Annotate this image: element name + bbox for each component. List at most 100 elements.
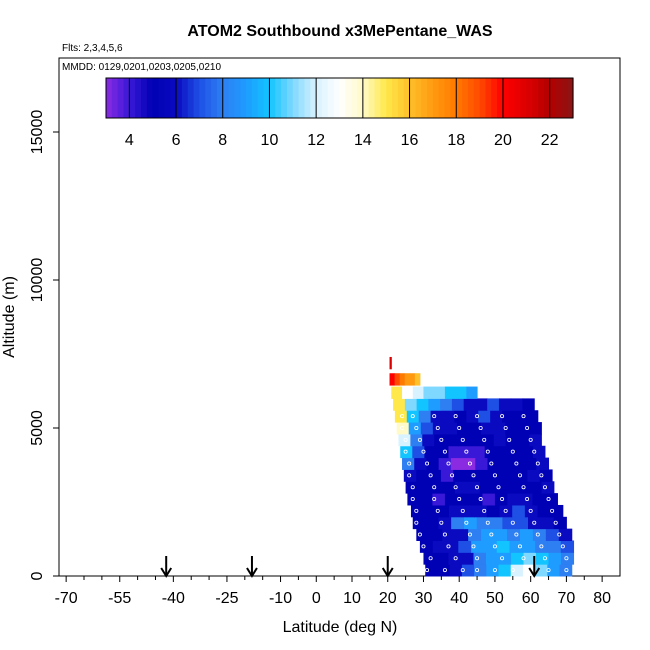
colorbar-swatch [222,78,230,118]
arrow-markers [160,556,541,578]
curtain-cell [434,386,446,399]
sample-point [482,508,487,513]
curtain-cell [391,386,403,399]
curtain-cell [524,504,539,518]
curtain-cell [432,493,446,506]
colorbar-swatch [152,78,160,118]
curtain-cell [458,540,472,553]
colorbar-swatch [269,78,276,118]
curtain-cell [389,356,392,370]
sample-point [414,508,419,513]
colorbar-swatch [141,78,148,118]
curtain-cell [403,469,417,482]
x-tick-label: 40 [450,590,468,607]
curtain-plot [389,356,575,577]
colorbar-swatch [467,78,475,118]
sample-point [464,449,469,454]
curtain-cell [553,516,567,530]
colorbar: 4 6 8 10 12 14 16 18 20 22 [105,77,574,149]
sample-point [525,497,530,502]
colorbar-swatch [473,78,481,118]
curtain-cell [438,516,452,530]
colorbar-swatch [485,78,492,118]
curtain-cell [442,528,456,541]
colorbar-tick-label: 12 [307,132,325,149]
sample-point [514,461,519,466]
colorbar-swatch [357,78,364,118]
sample-point [496,485,501,490]
curtain-cell [409,373,416,386]
colorbar-swatch [444,78,452,118]
colorbar-swatch [351,78,358,118]
curtain-cell [417,481,431,494]
curtain-cell [540,516,555,530]
curtain-cell [489,516,503,530]
sample-point [475,485,480,490]
sample-point [478,425,483,430]
curtain-cell [460,445,474,459]
colorbar-swatch [333,78,341,118]
curtain-cell [428,398,441,411]
sample-point [407,461,412,466]
colorbar-swatch [129,78,136,118]
curtain-cell [402,457,415,470]
mmdd-label: MMDD: 0129,0201,0203,0205,0210 [62,62,221,73]
curtain-cell [505,433,519,447]
curtain-cell [404,398,418,411]
curtain-cell [448,504,463,518]
colorbar-swatch [117,78,125,118]
curtain-cell [520,445,534,459]
sample-point [510,449,515,454]
curtain-cell [482,493,496,506]
curtain-cell [455,386,467,399]
curtain-cell [442,481,456,494]
sample-point [417,437,422,442]
sample-point [564,556,569,561]
colorbar-swatch [462,78,469,118]
sample-point [407,473,412,478]
sample-point [564,568,569,573]
curtain-cell [420,422,434,435]
curtain-cell [486,504,501,518]
colorbar-swatch [246,78,253,118]
curtain-cell [476,516,491,530]
colorbar-swatch [176,78,183,118]
sample-point [507,437,512,442]
curtain-cell [537,504,551,518]
sample-point [410,497,415,502]
chart-title: ATOM2 Southbound x3MePentane_WAS [187,23,493,40]
colorbar-tick-label: 16 [401,132,419,149]
curtain-cell [527,469,541,482]
colorbar-swatch [567,78,574,118]
curtain-cell [559,564,573,577]
sample-point [457,425,462,430]
colorbar-swatch [520,78,527,118]
sample-point [467,461,472,466]
curtain-cell [516,481,530,494]
curtain-cell [444,493,458,506]
colorbar-swatch [438,78,446,118]
colorbar-tick-label: 22 [541,132,559,149]
curtain-cell [434,433,447,447]
curtain-cell [541,481,555,494]
sample-point [503,508,508,513]
colorbar-swatch [543,78,551,118]
curtain-cell [509,540,523,553]
colorbar-swatch [135,78,142,118]
curtain-cell [524,457,537,470]
curtain-cell [508,445,522,459]
x-axis: -70 -55 -40 -25 -10 0 10 20 30 40 50 60 70 80 [55,576,611,607]
colorbar-tick-label: 8 [218,132,227,149]
colorbar-swatch [234,78,241,118]
colorbar-border [105,77,574,119]
curtain-cell [463,516,478,530]
x-tick-label: -25 [215,590,238,607]
sample-point [442,568,447,573]
curtain-cell [493,433,507,447]
curtain-cell [493,422,506,435]
curtain-cell [412,445,425,459]
x-tick-label: -55 [108,590,131,607]
curtain-cell [404,373,411,386]
curtain-cell [399,373,406,386]
colorbar-swatch [427,78,434,118]
